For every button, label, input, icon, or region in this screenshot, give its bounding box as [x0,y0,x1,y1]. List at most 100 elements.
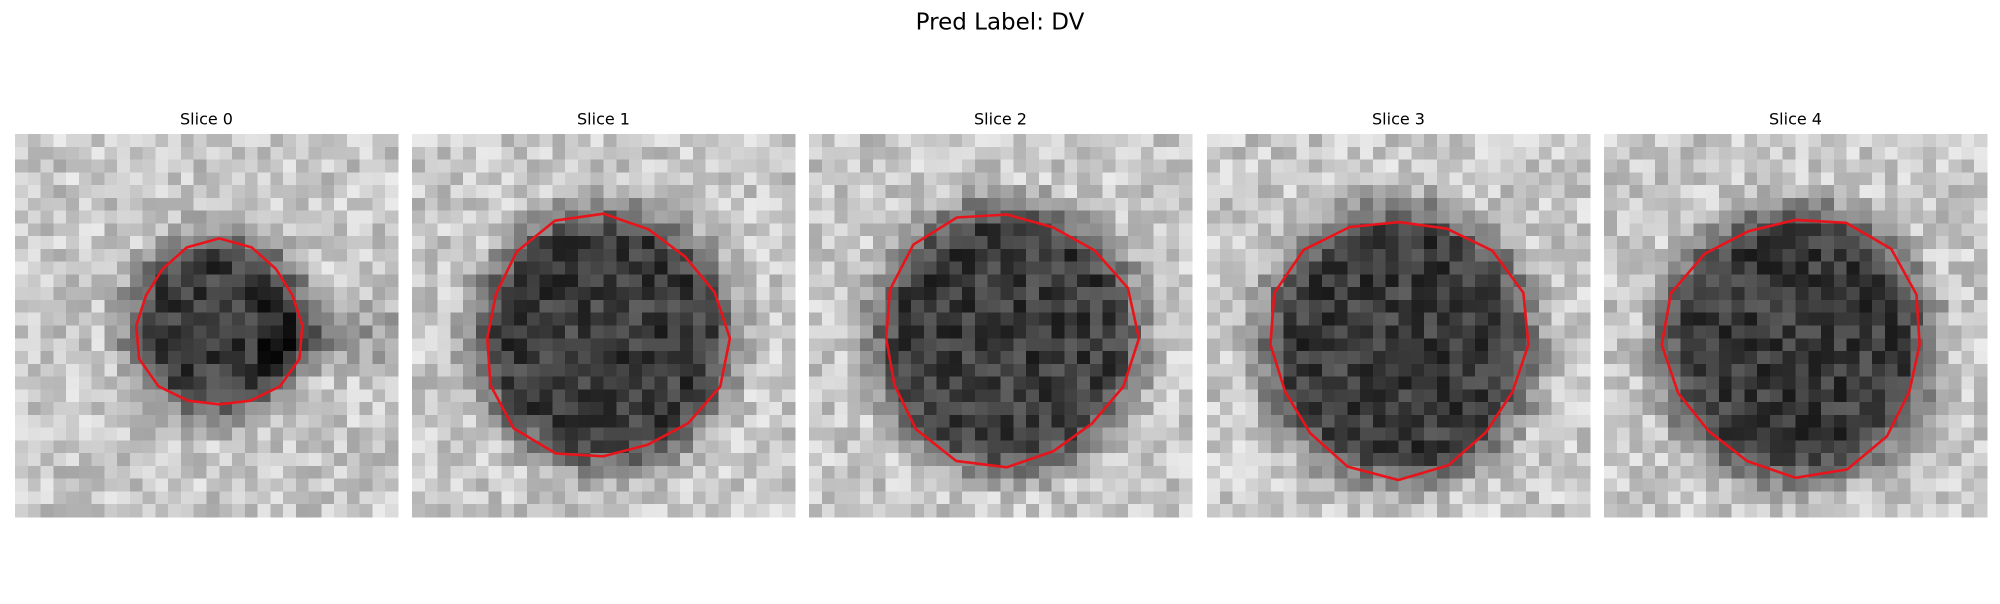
pixel [1462,223,1476,237]
pixel [283,248,297,263]
pixel [949,351,963,365]
pixel [91,478,105,493]
pixel [1207,159,1221,173]
pixel [463,402,477,416]
pixel [1179,414,1193,429]
pixel [654,402,668,416]
pixel [769,159,783,173]
pixel [1910,172,1924,186]
pixel [1744,414,1758,429]
pixel [1833,274,1848,288]
pixel [40,325,54,339]
pixel [1782,248,1797,263]
pixel [180,351,195,365]
pixel [1334,185,1349,199]
pixel [1500,197,1514,212]
pixel [1128,261,1142,276]
pixel [463,146,477,161]
pixel [1334,299,1349,314]
pixel [385,236,399,250]
pixel [295,389,310,403]
pixel [334,159,348,173]
pixel [667,338,681,352]
pixel [1283,159,1297,173]
pixel [15,325,29,339]
pixel [577,351,592,365]
pixel [1179,299,1193,314]
pixel [769,299,783,314]
pixel [475,146,490,161]
pixel [860,236,874,250]
pixel [129,504,144,518]
pixel [104,223,118,237]
pixel [78,210,93,224]
pixel [334,376,348,390]
pixel [898,299,912,314]
pixel [1935,363,1950,378]
pixel [603,299,617,314]
pixel [308,159,322,173]
pixel [1115,159,1129,173]
pixel [1923,478,1937,493]
pixel [1207,402,1221,416]
pixel [1757,197,1771,212]
pixel [372,478,386,493]
pixel [1283,414,1297,429]
pixel [834,197,848,212]
pixel [705,210,719,224]
pixel [1706,299,1720,314]
pixel [1398,351,1412,365]
pixel [91,504,105,518]
pixel [1782,351,1797,365]
pixel [91,453,105,467]
pixel [117,427,131,441]
pixel [1128,402,1142,416]
pixel [1872,159,1886,173]
pixel [987,223,1002,237]
pixel [1411,376,1425,390]
pixel [372,134,386,148]
pixel [424,414,439,429]
pixel [1462,312,1476,327]
pixel [1833,223,1848,237]
pixel [270,389,284,403]
pixel [1026,478,1040,493]
pixel [1026,146,1040,161]
pixel [1897,427,1911,441]
pixel [450,312,464,327]
pixel [219,504,233,518]
pixel [168,185,182,199]
pixel [782,312,796,327]
pixel [718,402,732,416]
pixel [1258,376,1272,390]
pixel [1910,427,1924,441]
pixel [1258,338,1272,352]
pixel [193,299,208,314]
pixel [1577,223,1591,237]
pixel [40,236,54,250]
pixel [283,414,297,429]
pixel [1782,376,1797,390]
pixel [232,325,246,339]
pixel [1910,465,1924,480]
pixel [526,134,541,148]
pixel [1296,478,1310,493]
pixel [385,134,399,148]
pixel [424,427,439,441]
pixel [1334,440,1349,454]
pixel [1102,376,1116,390]
pixel [1757,312,1771,327]
pixel [1604,504,1618,518]
pixel [372,159,386,173]
pixel [1731,363,1746,378]
pixel [809,236,823,250]
pixel [1372,134,1387,148]
pixel [1270,261,1285,276]
pixel [1808,504,1822,518]
pixel [193,325,208,339]
pixel [1731,338,1746,352]
pixel [1296,248,1310,263]
pixel [334,402,348,416]
pixel [1283,248,1297,263]
pixel [1089,197,1104,212]
